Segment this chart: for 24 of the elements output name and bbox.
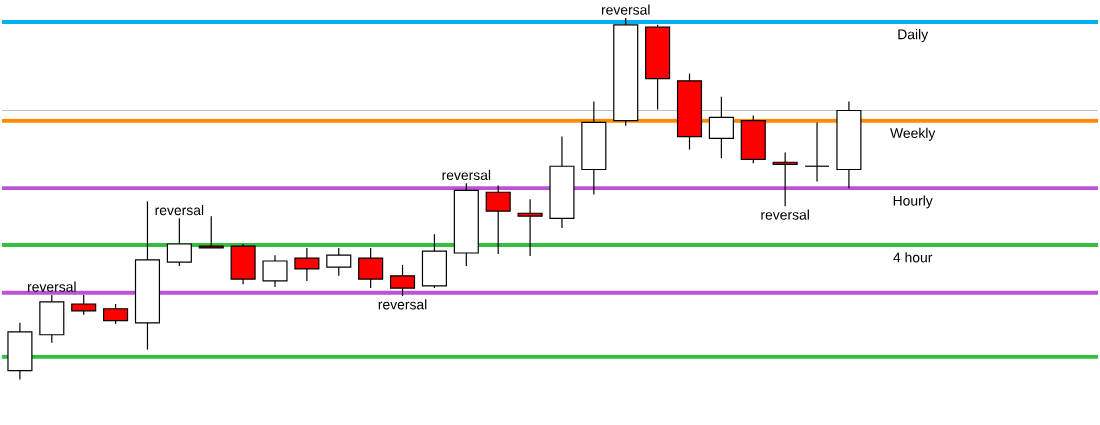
ref-line-label: Daily bbox=[898, 28, 929, 42]
annotation: reversal bbox=[601, 4, 650, 15]
candlestick bbox=[708, 95, 734, 159]
annotation: reversal bbox=[28, 281, 76, 292]
ref-line-label: Weekly bbox=[890, 127, 936, 141]
candlestick bbox=[262, 254, 288, 288]
candlestick bbox=[517, 198, 543, 257]
candlestick bbox=[294, 247, 320, 282]
candlestick bbox=[326, 247, 352, 277]
candlestick bbox=[772, 151, 798, 207]
candlestick bbox=[485, 184, 511, 255]
annotation: reversal bbox=[155, 204, 204, 215]
annotation: reversal bbox=[442, 169, 491, 180]
candlestick bbox=[103, 303, 129, 325]
annotation: reversal bbox=[378, 299, 427, 310]
candlestick bbox=[804, 121, 830, 182]
candlestick bbox=[358, 247, 384, 289]
candlestick bbox=[198, 215, 224, 249]
candlestick bbox=[166, 217, 192, 267]
ref-line-label: Hourly bbox=[893, 195, 933, 209]
ref-line-label: 4 hour bbox=[893, 252, 933, 263]
candlestick bbox=[71, 294, 97, 316]
candlestick bbox=[389, 264, 416, 297]
annotation: reversal bbox=[761, 209, 809, 220]
